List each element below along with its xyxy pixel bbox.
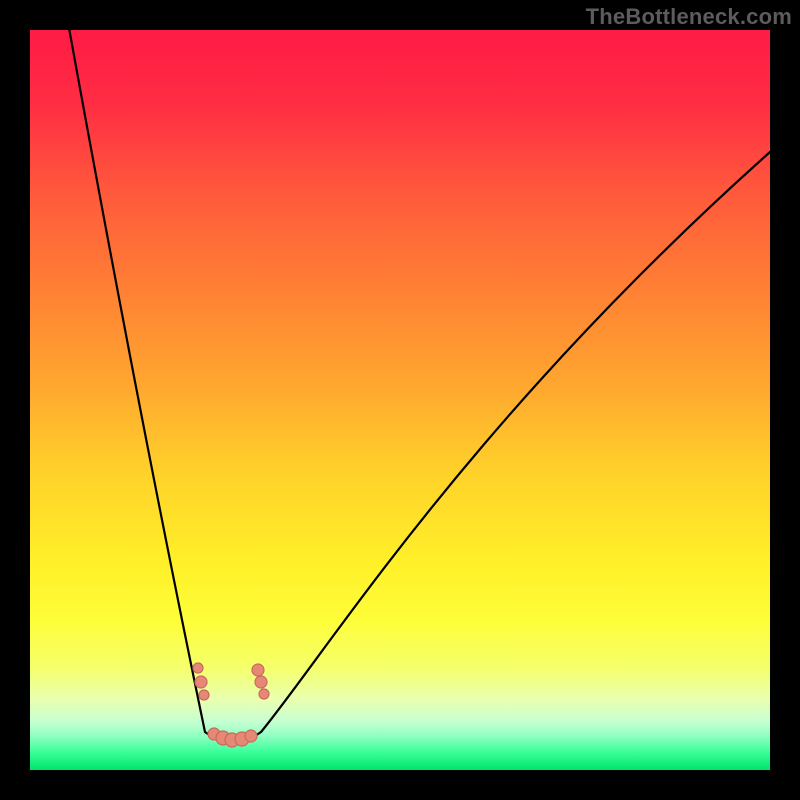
data-marker [199,690,209,700]
data-marker [259,689,269,699]
chart-container: TheBottleneck.com [0,0,800,800]
data-marker [245,730,257,742]
watermark-text: TheBottleneck.com [586,4,792,30]
data-marker [255,676,267,688]
bottleneck-chart [0,0,800,800]
gradient-background [30,30,770,770]
data-marker [252,664,264,676]
data-marker [195,676,207,688]
data-marker [193,663,203,673]
